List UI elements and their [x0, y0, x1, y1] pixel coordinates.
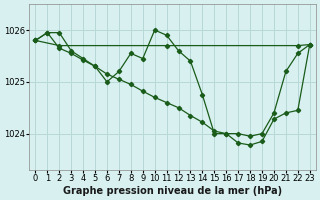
X-axis label: Graphe pression niveau de la mer (hPa): Graphe pression niveau de la mer (hPa) [63, 186, 282, 196]
